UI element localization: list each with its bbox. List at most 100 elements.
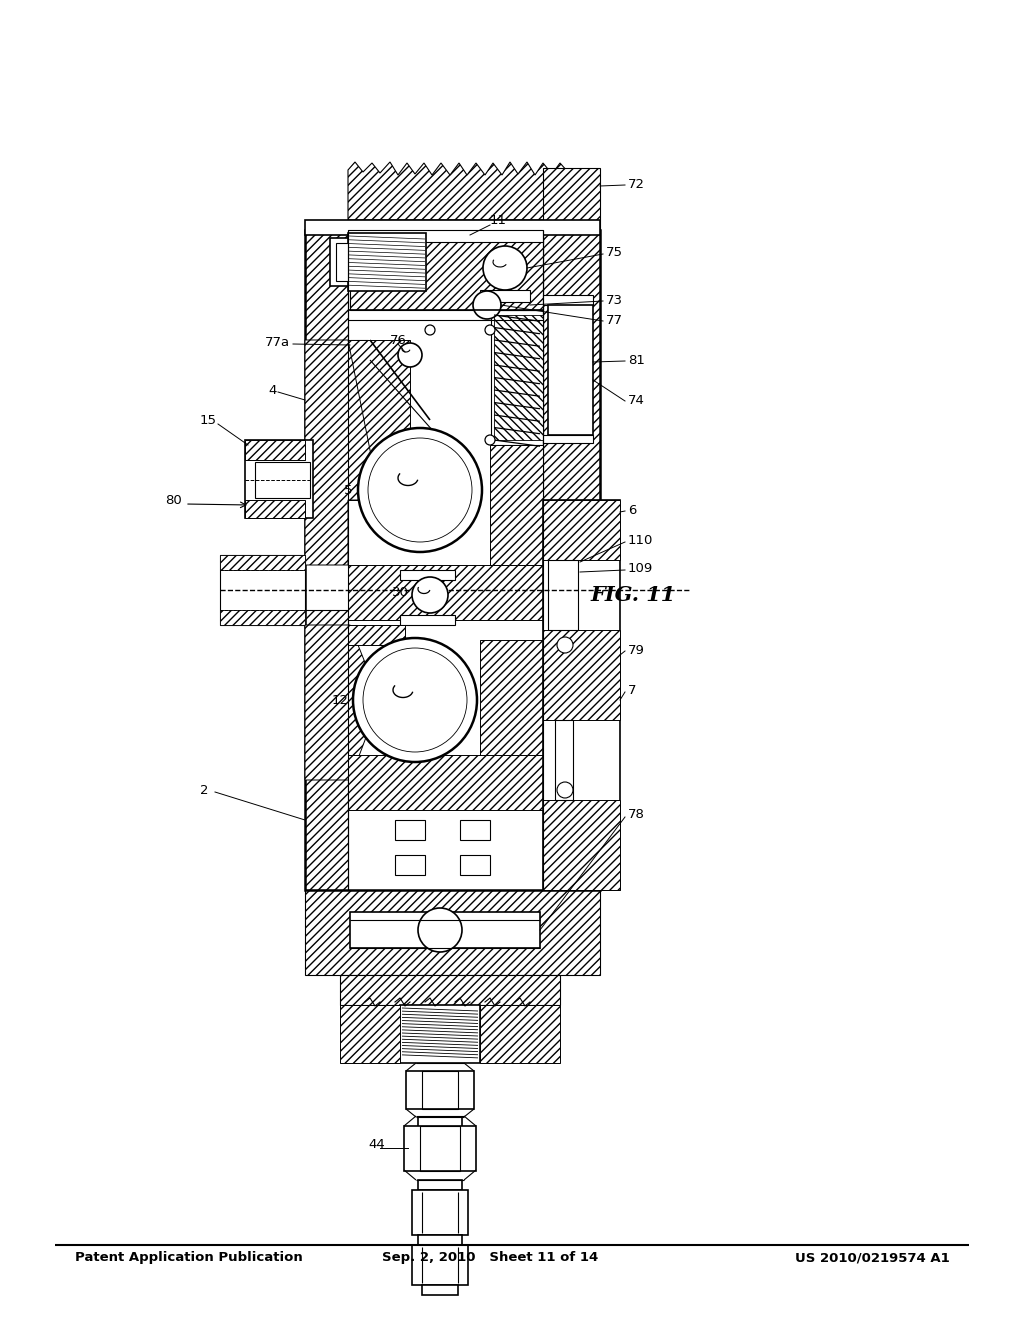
Bar	[348, 230, 543, 242]
Bar	[543, 500, 620, 890]
Bar	[350, 912, 540, 948]
Circle shape	[557, 781, 573, 799]
Polygon shape	[245, 500, 305, 517]
Polygon shape	[348, 565, 543, 620]
Polygon shape	[490, 445, 543, 565]
Bar	[395, 820, 425, 840]
Bar	[422, 1284, 458, 1295]
Bar	[400, 1005, 480, 1063]
Text: 75: 75	[606, 246, 623, 259]
Text: 77: 77	[606, 314, 623, 326]
Polygon shape	[350, 230, 543, 310]
Bar	[305, 230, 600, 890]
Circle shape	[358, 428, 482, 552]
Bar	[336, 243, 348, 281]
Bar	[418, 1180, 462, 1191]
Bar	[395, 855, 425, 875]
Polygon shape	[305, 341, 380, 565]
Bar	[400, 570, 455, 579]
Bar	[543, 436, 593, 444]
Text: 15: 15	[200, 413, 217, 426]
Text: 6: 6	[628, 503, 636, 516]
Polygon shape	[348, 341, 410, 500]
Circle shape	[425, 436, 435, 445]
Bar	[404, 1126, 476, 1171]
Bar	[418, 1117, 462, 1127]
Bar	[460, 855, 490, 875]
Text: 72: 72	[628, 178, 645, 191]
Text: 5: 5	[344, 483, 352, 496]
Polygon shape	[220, 554, 305, 570]
Polygon shape	[305, 230, 348, 500]
Text: FIG. 11: FIG. 11	[590, 585, 675, 605]
Circle shape	[418, 908, 462, 952]
Text: 74: 74	[628, 393, 645, 407]
Text: 4: 4	[268, 384, 276, 396]
Bar	[220, 554, 305, 624]
Text: 80: 80	[165, 494, 181, 507]
Text: 44: 44	[368, 1138, 385, 1151]
Polygon shape	[543, 500, 620, 560]
Circle shape	[485, 436, 495, 445]
Text: 77a: 77a	[265, 335, 290, 348]
Bar	[412, 1191, 468, 1236]
Polygon shape	[220, 610, 305, 624]
Text: 78: 78	[628, 808, 645, 821]
Polygon shape	[305, 890, 600, 975]
Text: 2: 2	[200, 784, 209, 796]
Text: 79: 79	[628, 644, 645, 656]
Text: 109: 109	[628, 561, 653, 574]
Bar	[418, 1236, 462, 1245]
Text: 76: 76	[390, 334, 407, 346]
Polygon shape	[305, 610, 348, 890]
Bar	[330, 238, 348, 286]
Bar	[422, 1071, 458, 1109]
Bar	[305, 220, 600, 235]
Circle shape	[398, 343, 422, 367]
Circle shape	[353, 638, 477, 762]
Polygon shape	[305, 624, 380, 780]
Circle shape	[412, 577, 449, 612]
Polygon shape	[340, 975, 560, 1005]
Text: 11: 11	[490, 214, 507, 227]
Bar	[490, 310, 543, 445]
Bar	[420, 1126, 460, 1171]
Text: 73: 73	[606, 293, 623, 306]
Polygon shape	[480, 1005, 560, 1063]
Bar	[543, 294, 593, 305]
Polygon shape	[543, 630, 620, 719]
Polygon shape	[348, 755, 543, 810]
Polygon shape	[494, 315, 543, 440]
Polygon shape	[543, 168, 600, 890]
Polygon shape	[543, 800, 620, 890]
Polygon shape	[245, 440, 305, 459]
Text: 81: 81	[628, 354, 645, 367]
Text: 7: 7	[628, 684, 637, 697]
Bar	[460, 820, 490, 840]
Bar	[348, 234, 426, 290]
Bar	[548, 305, 593, 436]
Bar	[255, 462, 310, 498]
Polygon shape	[348, 162, 568, 220]
Bar	[350, 341, 368, 366]
Text: US 2010/0219574 A1: US 2010/0219574 A1	[796, 1251, 950, 1265]
Text: Sep. 2, 2010   Sheet 11 of 14: Sep. 2, 2010 Sheet 11 of 14	[382, 1251, 598, 1265]
Bar	[245, 440, 313, 517]
Circle shape	[485, 325, 495, 335]
Text: 12: 12	[332, 693, 348, 706]
Polygon shape	[480, 640, 543, 760]
Polygon shape	[340, 1005, 400, 1063]
Circle shape	[483, 246, 527, 290]
Bar	[480, 290, 530, 302]
Polygon shape	[348, 624, 406, 645]
Bar	[406, 1071, 474, 1109]
Bar	[400, 615, 455, 624]
Text: 110: 110	[628, 533, 653, 546]
Text: 30: 30	[391, 586, 409, 598]
Circle shape	[557, 638, 573, 653]
Text: Patent Application Publication: Patent Application Publication	[75, 1251, 303, 1265]
Bar	[555, 719, 573, 800]
Circle shape	[425, 325, 435, 335]
Bar	[548, 560, 578, 630]
Bar	[412, 1245, 468, 1284]
